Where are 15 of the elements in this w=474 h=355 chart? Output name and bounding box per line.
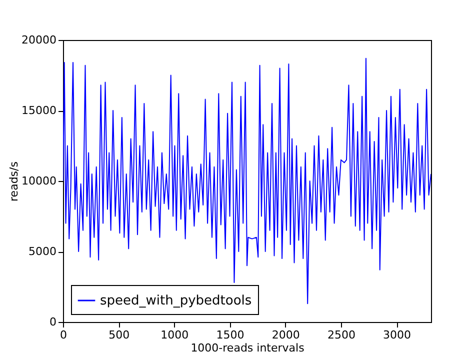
x-tick-label: 2000 [272,328,300,342]
y-tick-label: 15000 [22,104,56,117]
x-tick-label: 3000 [383,328,412,342]
y-tick-label: 0 [50,316,56,328]
y-tick-label: 5000 [28,245,56,258]
x-tick-label: 1500 [216,328,244,342]
x-tick-label: 1000 [160,328,189,342]
x-tick-label: 0 [60,328,67,342]
x-tick-label: 500 [108,328,130,342]
y-tick-label: 10000 [22,174,56,188]
legend-label: speed_with_pybedtools [100,294,252,308]
x-tick-label: 2500 [327,328,356,342]
y-tick-label: 20000 [22,34,56,46]
x-axis-title: 1000-reads intervals [190,342,305,354]
y-axis-title: reads/s [8,161,21,202]
